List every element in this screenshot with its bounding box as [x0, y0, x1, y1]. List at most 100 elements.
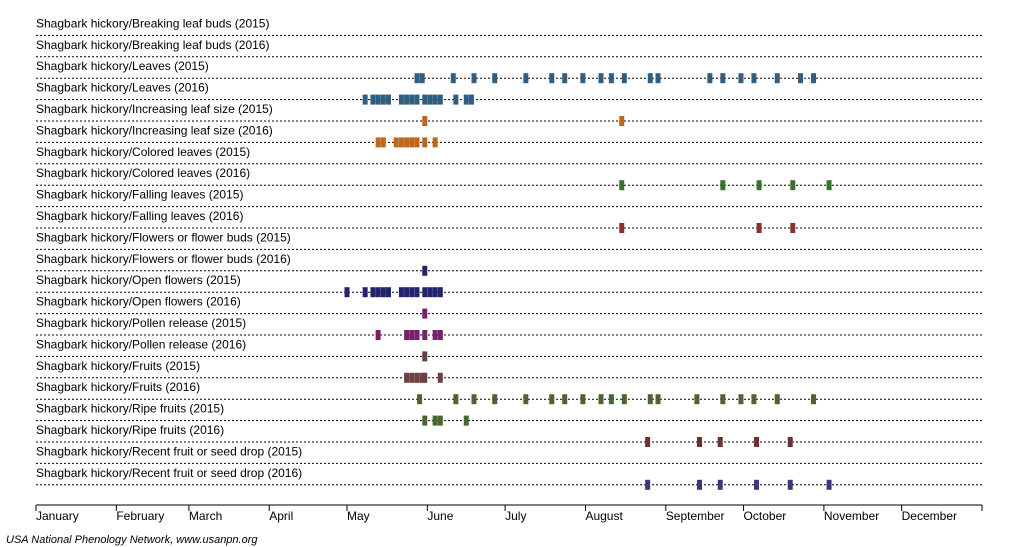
observation-mark	[471, 73, 477, 84]
observation-mark	[696, 437, 702, 447]
row-label: Shagbark hickory/Ripe fruits (2016)	[36, 423, 224, 437]
row-label: Shagbark hickory/Recent fruit or seed dr…	[36, 444, 302, 458]
observation-mark	[655, 73, 661, 84]
observation-mark	[647, 394, 653, 405]
observation-mark	[422, 287, 428, 298]
x-tick-label: October	[744, 509, 787, 523]
observation-mark	[422, 116, 428, 126]
observation-mark	[422, 137, 428, 148]
row-label: Shagbark hickory/Flowers or flower buds …	[36, 230, 291, 244]
observation-mark	[450, 73, 456, 84]
observation-mark	[409, 330, 415, 340]
observation-mark	[696, 479, 702, 490]
observation-mark	[409, 137, 415, 148]
observation-mark	[811, 394, 817, 405]
observation-mark	[787, 437, 793, 447]
x-tick-label: January	[36, 509, 79, 523]
observation-mark	[751, 394, 757, 405]
row-label: Shagbark hickory/Fruits (2016)	[36, 380, 200, 394]
observation-mark	[432, 287, 438, 298]
x-tick-label: July	[505, 509, 526, 523]
observation-mark	[432, 330, 438, 340]
observation-mark	[375, 137, 381, 148]
observation-mark	[422, 415, 428, 426]
observation-mark	[707, 73, 713, 84]
observation-mark	[647, 73, 653, 84]
observation-mark	[790, 223, 796, 233]
observation-mark	[422, 372, 428, 383]
observation-mark	[580, 73, 586, 84]
source-credit: USA National Phenology Network, www.usan…	[6, 534, 258, 546]
observation-mark	[362, 287, 368, 298]
observation-mark	[380, 137, 386, 148]
x-axis: January February March April May June July Augu…	[35, 504, 983, 523]
observation-mark	[580, 394, 586, 405]
x-tick-label: September	[666, 509, 725, 523]
row-label: Shagbark hickory/Open flowers (2015)	[36, 273, 241, 287]
observation-mark	[738, 73, 744, 84]
observation-mark	[414, 94, 420, 105]
observation-mark	[398, 137, 404, 148]
observation-mark	[422, 265, 428, 276]
row-label: Shagbark hickory/Colored leaves (2015)	[36, 145, 250, 159]
row-label: Shagbark hickory/Open flowers (2016)	[36, 295, 241, 309]
observation-mark	[751, 73, 757, 84]
observation-mark	[619, 116, 625, 126]
observation-mark	[370, 287, 376, 298]
observation-mark	[422, 94, 428, 105]
observation-mark	[549, 73, 555, 84]
observation-mark	[720, 394, 726, 405]
observation-mark	[774, 394, 780, 405]
observation-mark	[370, 94, 376, 105]
x-tick-label: November	[824, 509, 879, 523]
x-tick-label: June	[427, 509, 453, 523]
observation-mark	[453, 394, 459, 405]
row-label: Shagbark hickory/Flowers or flower buds …	[36, 252, 291, 266]
x-tick-label: August	[585, 509, 623, 523]
observation-mark	[754, 479, 760, 490]
observation-mark	[774, 73, 780, 84]
observation-mark	[385, 94, 391, 105]
observation-mark	[598, 73, 604, 84]
observation-mark	[414, 372, 420, 383]
observation-mark	[437, 415, 443, 426]
observation-mark	[437, 287, 443, 298]
observation-mark	[645, 437, 651, 447]
observation-mark	[811, 73, 817, 84]
observation-mark	[562, 394, 568, 405]
row-label: Shagbark hickory/Recent fruit or seed dr…	[36, 466, 302, 480]
observation-mark	[419, 372, 425, 383]
observation-mark	[437, 94, 443, 105]
observation-mark	[619, 180, 625, 191]
observation-mark	[562, 73, 568, 84]
observation-mark	[375, 94, 381, 105]
x-tick-label: May	[347, 509, 370, 523]
observation-mark	[417, 394, 423, 405]
observation-mark	[414, 73, 420, 84]
observation-mark	[621, 73, 627, 84]
observation-mark	[432, 137, 438, 148]
row-label: Shagbark hickory/Leaves (2015)	[36, 59, 209, 73]
observation-mark	[404, 137, 410, 148]
observation-mark	[409, 372, 415, 383]
observation-mark	[608, 73, 614, 84]
observation-mark	[398, 287, 404, 298]
observation-mark	[404, 372, 410, 383]
observation-mark	[414, 287, 420, 298]
observation-mark	[422, 308, 428, 319]
observation-mark	[463, 415, 469, 426]
observation-mark	[471, 394, 477, 405]
x-tick-label: March	[189, 509, 222, 523]
observation-mark	[432, 94, 438, 105]
observation-mark	[738, 394, 744, 405]
observation-mark	[523, 394, 529, 405]
observation-mark	[608, 394, 614, 405]
x-tick-label: December	[902, 509, 957, 523]
observation-mark	[393, 137, 399, 148]
observation-mark	[720, 73, 726, 84]
observation-mark	[404, 287, 410, 298]
observation-mark	[437, 372, 443, 383]
observation-mark	[754, 437, 760, 447]
observation-marks	[344, 73, 832, 490]
observation-mark	[419, 73, 425, 84]
